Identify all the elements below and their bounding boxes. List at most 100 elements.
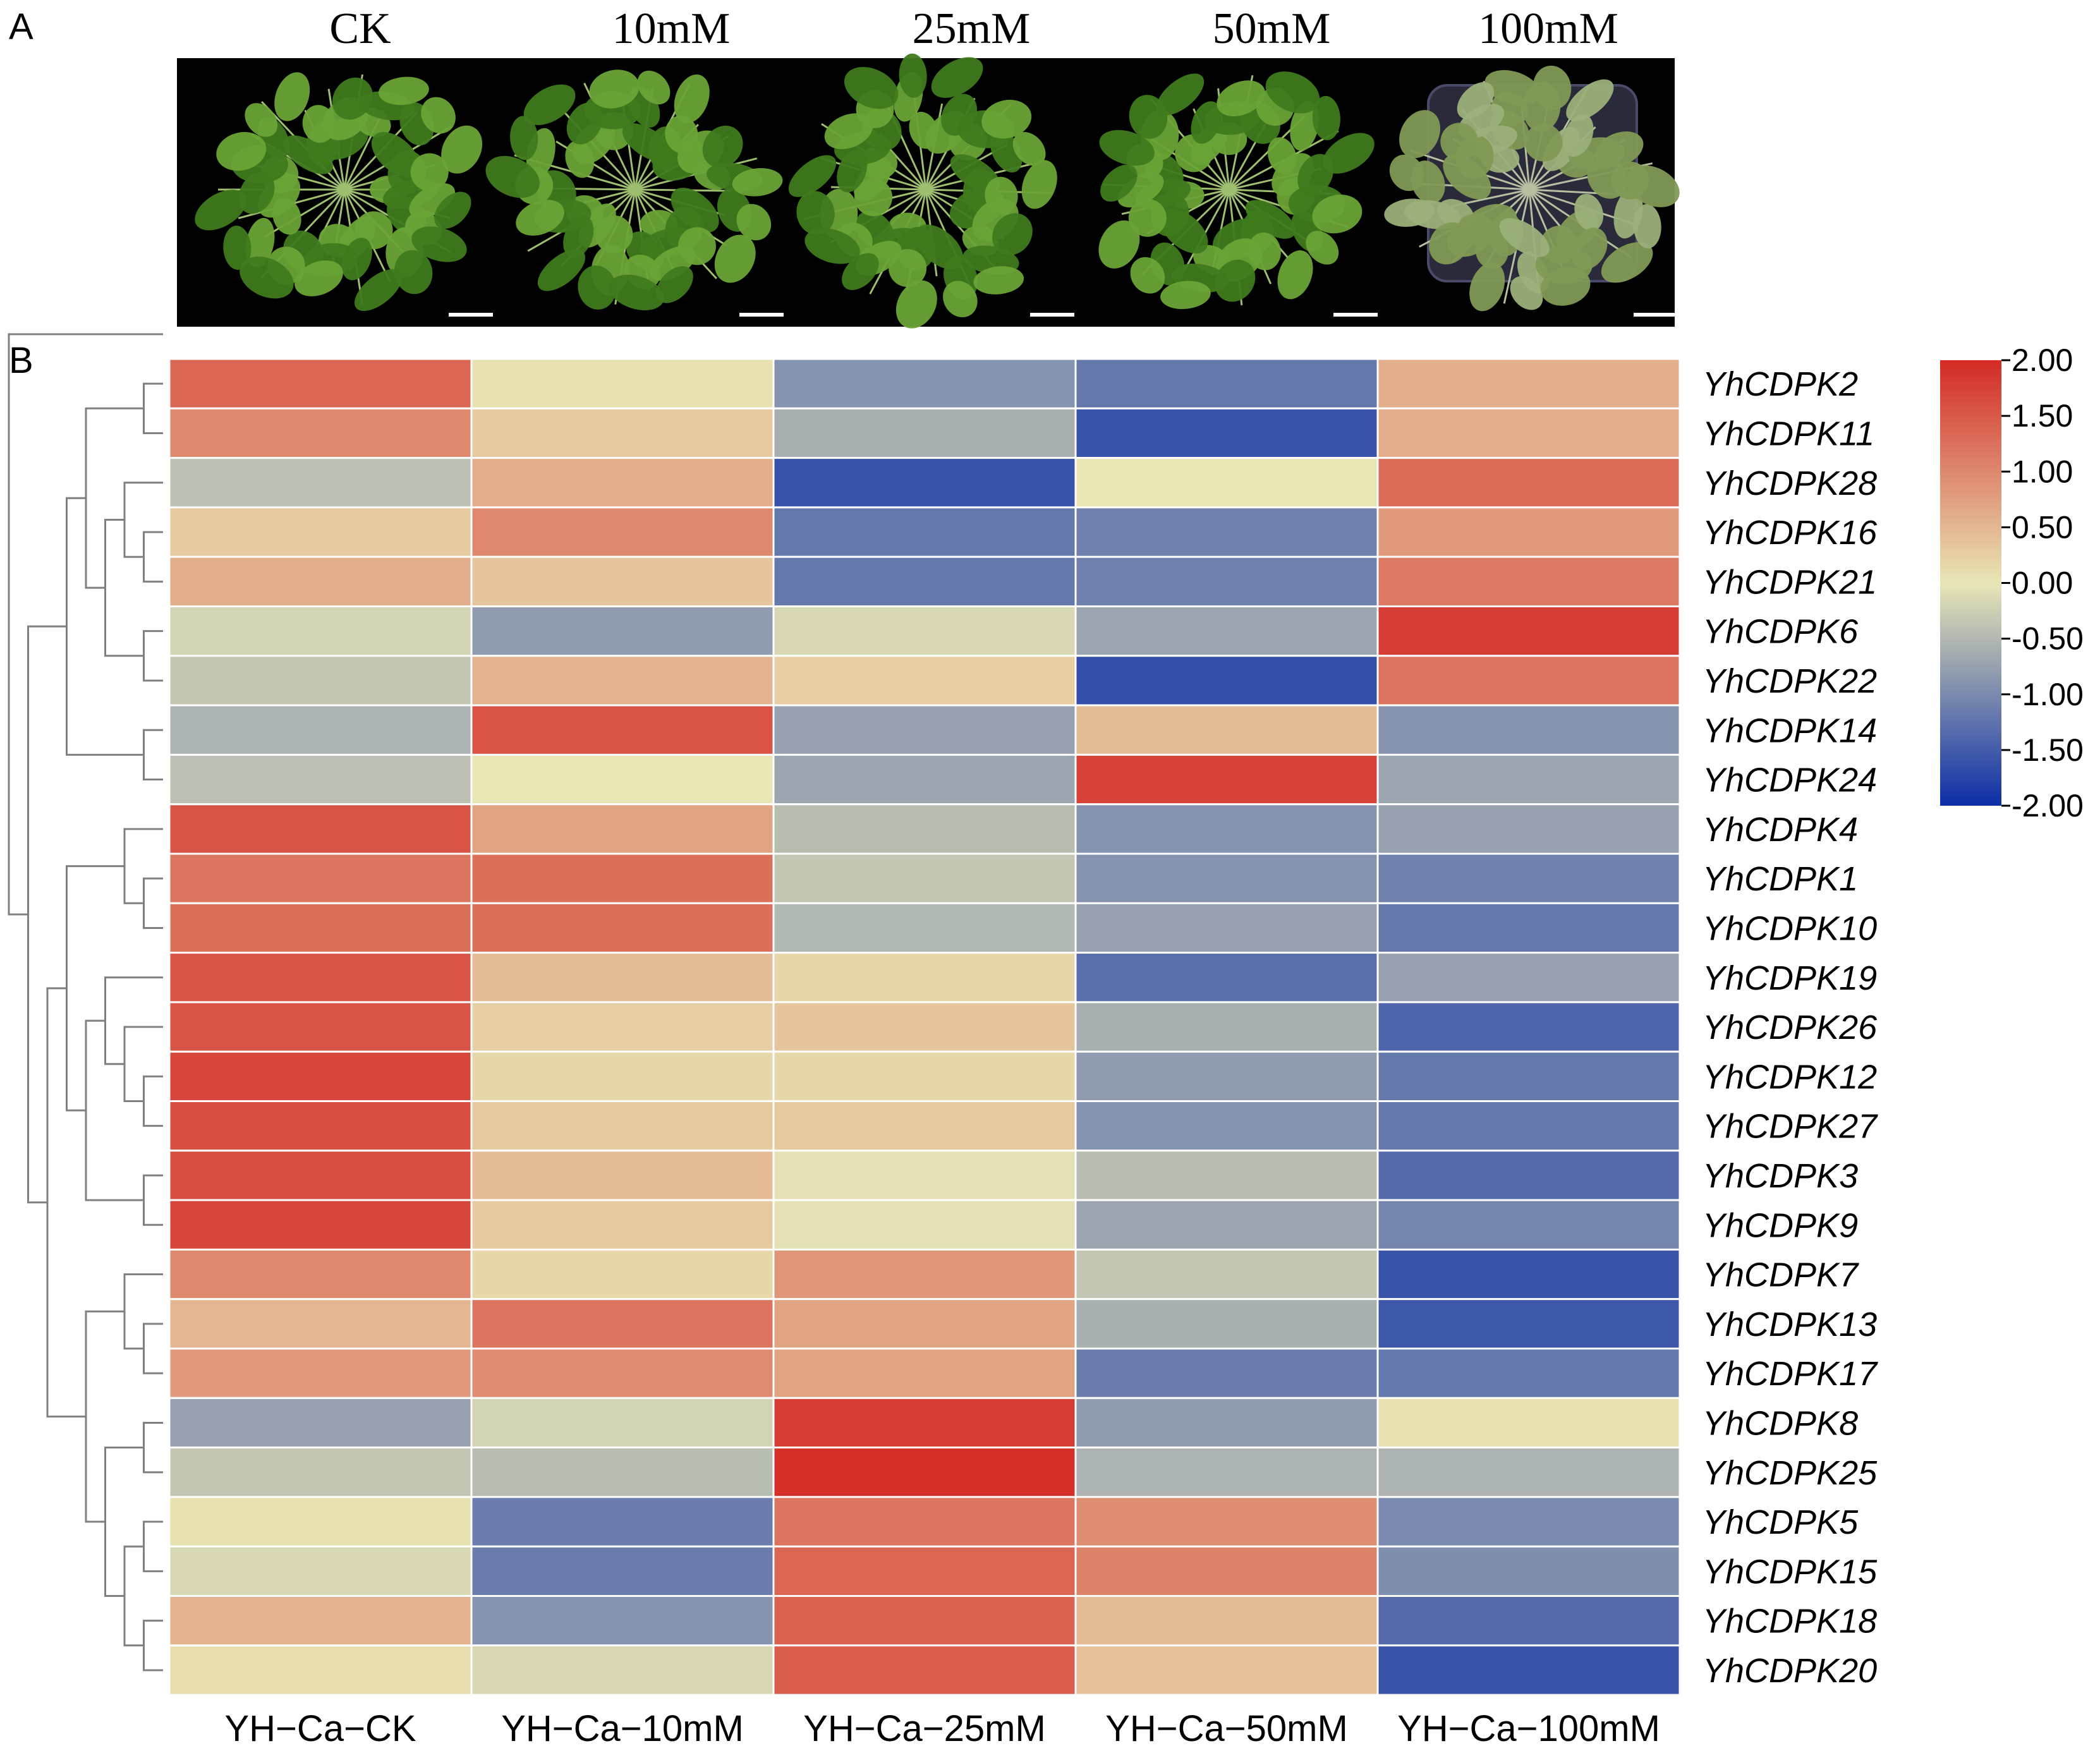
dendrogram-branch — [143, 382, 163, 434]
heatmap-cell-yhcdpk5-4 — [1074, 1496, 1379, 1548]
heatmap-cell-yhcdpk19-1 — [168, 952, 473, 1004]
heatmap-cell-yhcdpk8-3 — [772, 1397, 1077, 1449]
photo-label-ck: CK — [329, 4, 391, 53]
heatmap-cell-yhcdpk13-5 — [1376, 1298, 1681, 1350]
gene-label-yhcdpk8: YhCDPK8 — [1702, 1404, 1858, 1442]
gene-label-yhcdpk21: YhCDPK21 — [1702, 563, 1877, 601]
gene-label-yhcdpk4: YhCDPK4 — [1702, 811, 1858, 849]
colorbar — [1940, 360, 2001, 806]
heatmap-cell-yhcdpk15-5 — [1376, 1545, 1681, 1597]
gene-label-yhcdpk1: YhCDPK1 — [1702, 860, 1858, 898]
dendrogram-branch — [143, 1174, 163, 1226]
heatmap-cell-yhcdpk20-5 — [1376, 1644, 1681, 1696]
heatmap-cell-yhcdpk3-4 — [1074, 1149, 1379, 1201]
heatmap-cell-yhcdpk16-3 — [772, 506, 1077, 558]
heatmap-cell-yhcdpk9-1 — [168, 1199, 473, 1251]
dendrogram-branch — [123, 1545, 144, 1647]
colorbar-tick-label: -1.00 — [2012, 677, 2084, 712]
heatmap-cell-yhcdpk20-1 — [168, 1644, 473, 1696]
heatmap-cell-yhcdpk6-3 — [772, 605, 1077, 657]
dendrogram-branch — [85, 1019, 144, 1201]
gene-label-yhcdpk2: YhCDPK2 — [1702, 365, 1858, 403]
heatmap-cell-yhcdpk16-5 — [1376, 506, 1681, 558]
heatmap-cell-yhcdpk20-4 — [1074, 1644, 1379, 1696]
heatmap-cell-yhcdpk3-1 — [168, 1149, 473, 1201]
gene-label-yhcdpk25: YhCDPK25 — [1702, 1454, 1878, 1492]
heatmap-cell-yhcdpk4-3 — [772, 803, 1077, 855]
gene-label-yhcdpk15: YhCDPK15 — [1702, 1553, 1878, 1591]
dendrogram-branch — [66, 865, 124, 1112]
heatmap-cell-yhcdpk1-2 — [470, 852, 775, 904]
dendrogram-branch — [8, 333, 163, 916]
heatmap-cell-yhcdpk21-1 — [168, 555, 473, 608]
heatmap-cell-yhcdpk18-3 — [772, 1595, 1077, 1647]
heatmap-cell-yhcdpk2-2 — [470, 358, 775, 409]
heatmap-cell-yhcdpk9-5 — [1376, 1199, 1681, 1251]
heatmap-cell-yhcdpk11-3 — [772, 407, 1077, 459]
heatmap-cell-yhcdpk7-1 — [168, 1248, 473, 1301]
heatmap-cell-yhcdpk18-2 — [470, 1595, 775, 1647]
dendrogram-branch — [143, 1620, 163, 1671]
heatmap-cell-yhcdpk8-1 — [168, 1397, 473, 1449]
photo-label-25mm: 25mM — [913, 4, 1031, 53]
scale-bar — [739, 313, 784, 317]
heatmap-cell-yhcdpk4-2 — [470, 803, 775, 855]
heatmap-cell-yhcdpk3-3 — [772, 1149, 1077, 1201]
heatmap-cell-yhcdpk12-4 — [1074, 1050, 1379, 1102]
heatmap-cell-yhcdpk1-1 — [168, 852, 473, 904]
colorbar-tick-label: 2.00 — [2012, 343, 2073, 378]
heatmap-cell-yhcdpk17-4 — [1074, 1347, 1379, 1399]
colorbar-tick-label: 1.00 — [2012, 454, 2073, 489]
heatmap-cell-yhcdpk26-2 — [470, 1001, 775, 1053]
heatmap-cell-yhcdpk15-2 — [470, 1545, 775, 1597]
heatmap-cell-yhcdpk17-5 — [1376, 1347, 1681, 1399]
heatmap-cell-yhcdpk25-4 — [1074, 1447, 1379, 1498]
dendrogram-branch — [143, 1323, 163, 1374]
heatmap-cell-yhcdpk27-3 — [772, 1100, 1077, 1152]
heatmap-cell-yhcdpk13-4 — [1074, 1298, 1379, 1350]
gene-label-yhcdpk12: YhCDPK12 — [1702, 1058, 1877, 1096]
heatmap-cell-yhcdpk17-2 — [470, 1347, 775, 1399]
heatmap-cell-yhcdpk6-4 — [1074, 605, 1379, 657]
dendrogram-branch — [104, 976, 163, 1065]
heatmap-cell-yhcdpk15-3 — [772, 1545, 1077, 1597]
heatmap-cell-yhcdpk21-5 — [1376, 555, 1681, 608]
heatmap-cell-yhcdpk5-5 — [1376, 1496, 1681, 1548]
heatmap-cell-yhcdpk10-5 — [1376, 902, 1681, 954]
heatmap-cell-yhcdpk6-1 — [168, 605, 473, 657]
photo-labels: CK 10mM 25mM 50mM 100mM — [329, 4, 1618, 53]
heatmap-cell-yhcdpk15-4 — [1074, 1545, 1379, 1597]
heatmap-cell-yhcdpk24-3 — [772, 753, 1077, 806]
heatmap-cell-yhcdpk14-1 — [168, 704, 473, 756]
heatmap-cell-yhcdpk19-2 — [470, 952, 775, 1004]
heatmap-cell-yhcdpk25-3 — [772, 1447, 1077, 1498]
scale-bar — [1333, 313, 1378, 317]
heatmap-cell-yhcdpk10-1 — [168, 902, 473, 954]
column-labels: YH−Ca−CK YH−Ca−10mM YH−Ca−25mM YH−Ca−50mM YH… — [224, 1708, 1660, 1749]
gene-label-yhcdpk5: YhCDPK5 — [1702, 1503, 1859, 1541]
plant-photo-25mm — [788, 53, 1074, 329]
column-label-5: YH−Ca−100mM — [1397, 1708, 1660, 1749]
dendrogram-branch — [143, 630, 163, 682]
panel-b-letter: B — [9, 340, 33, 381]
gene-label-yhcdpk20: YhCDPK20 — [1702, 1652, 1877, 1690]
heatmap-cell-yhcdpk26-1 — [168, 1001, 473, 1053]
heatmap-cell-yhcdpk27-1 — [168, 1100, 473, 1152]
column-label-3: YH−Ca−25mM — [803, 1708, 1046, 1749]
heatmap-cell-yhcdpk7-3 — [772, 1248, 1077, 1301]
heatmap-cell-yhcdpk12-3 — [772, 1050, 1077, 1102]
heatmap-cell-yhcdpk10-2 — [470, 902, 775, 954]
heatmap-cell-yhcdpk8-2 — [470, 1397, 775, 1449]
heatmap-cell-yhcdpk21-2 — [470, 555, 775, 608]
plant-photo-50mm — [1098, 71, 1378, 317]
heatmap-cell-yhcdpk22-2 — [470, 655, 775, 707]
row-dendrogram — [8, 333, 163, 1671]
dendrogram-branch — [143, 877, 163, 929]
heatmap-cell-yhcdpk15-1 — [168, 1545, 473, 1597]
heatmap-cell-yhcdpk21-4 — [1074, 555, 1379, 608]
colorbar-tick-label: -0.50 — [2012, 621, 2084, 657]
heatmap-cell-yhcdpk11-2 — [470, 407, 775, 459]
dendrogram-branch — [143, 1075, 163, 1127]
heatmap-cell-yhcdpk11-1 — [168, 407, 473, 459]
